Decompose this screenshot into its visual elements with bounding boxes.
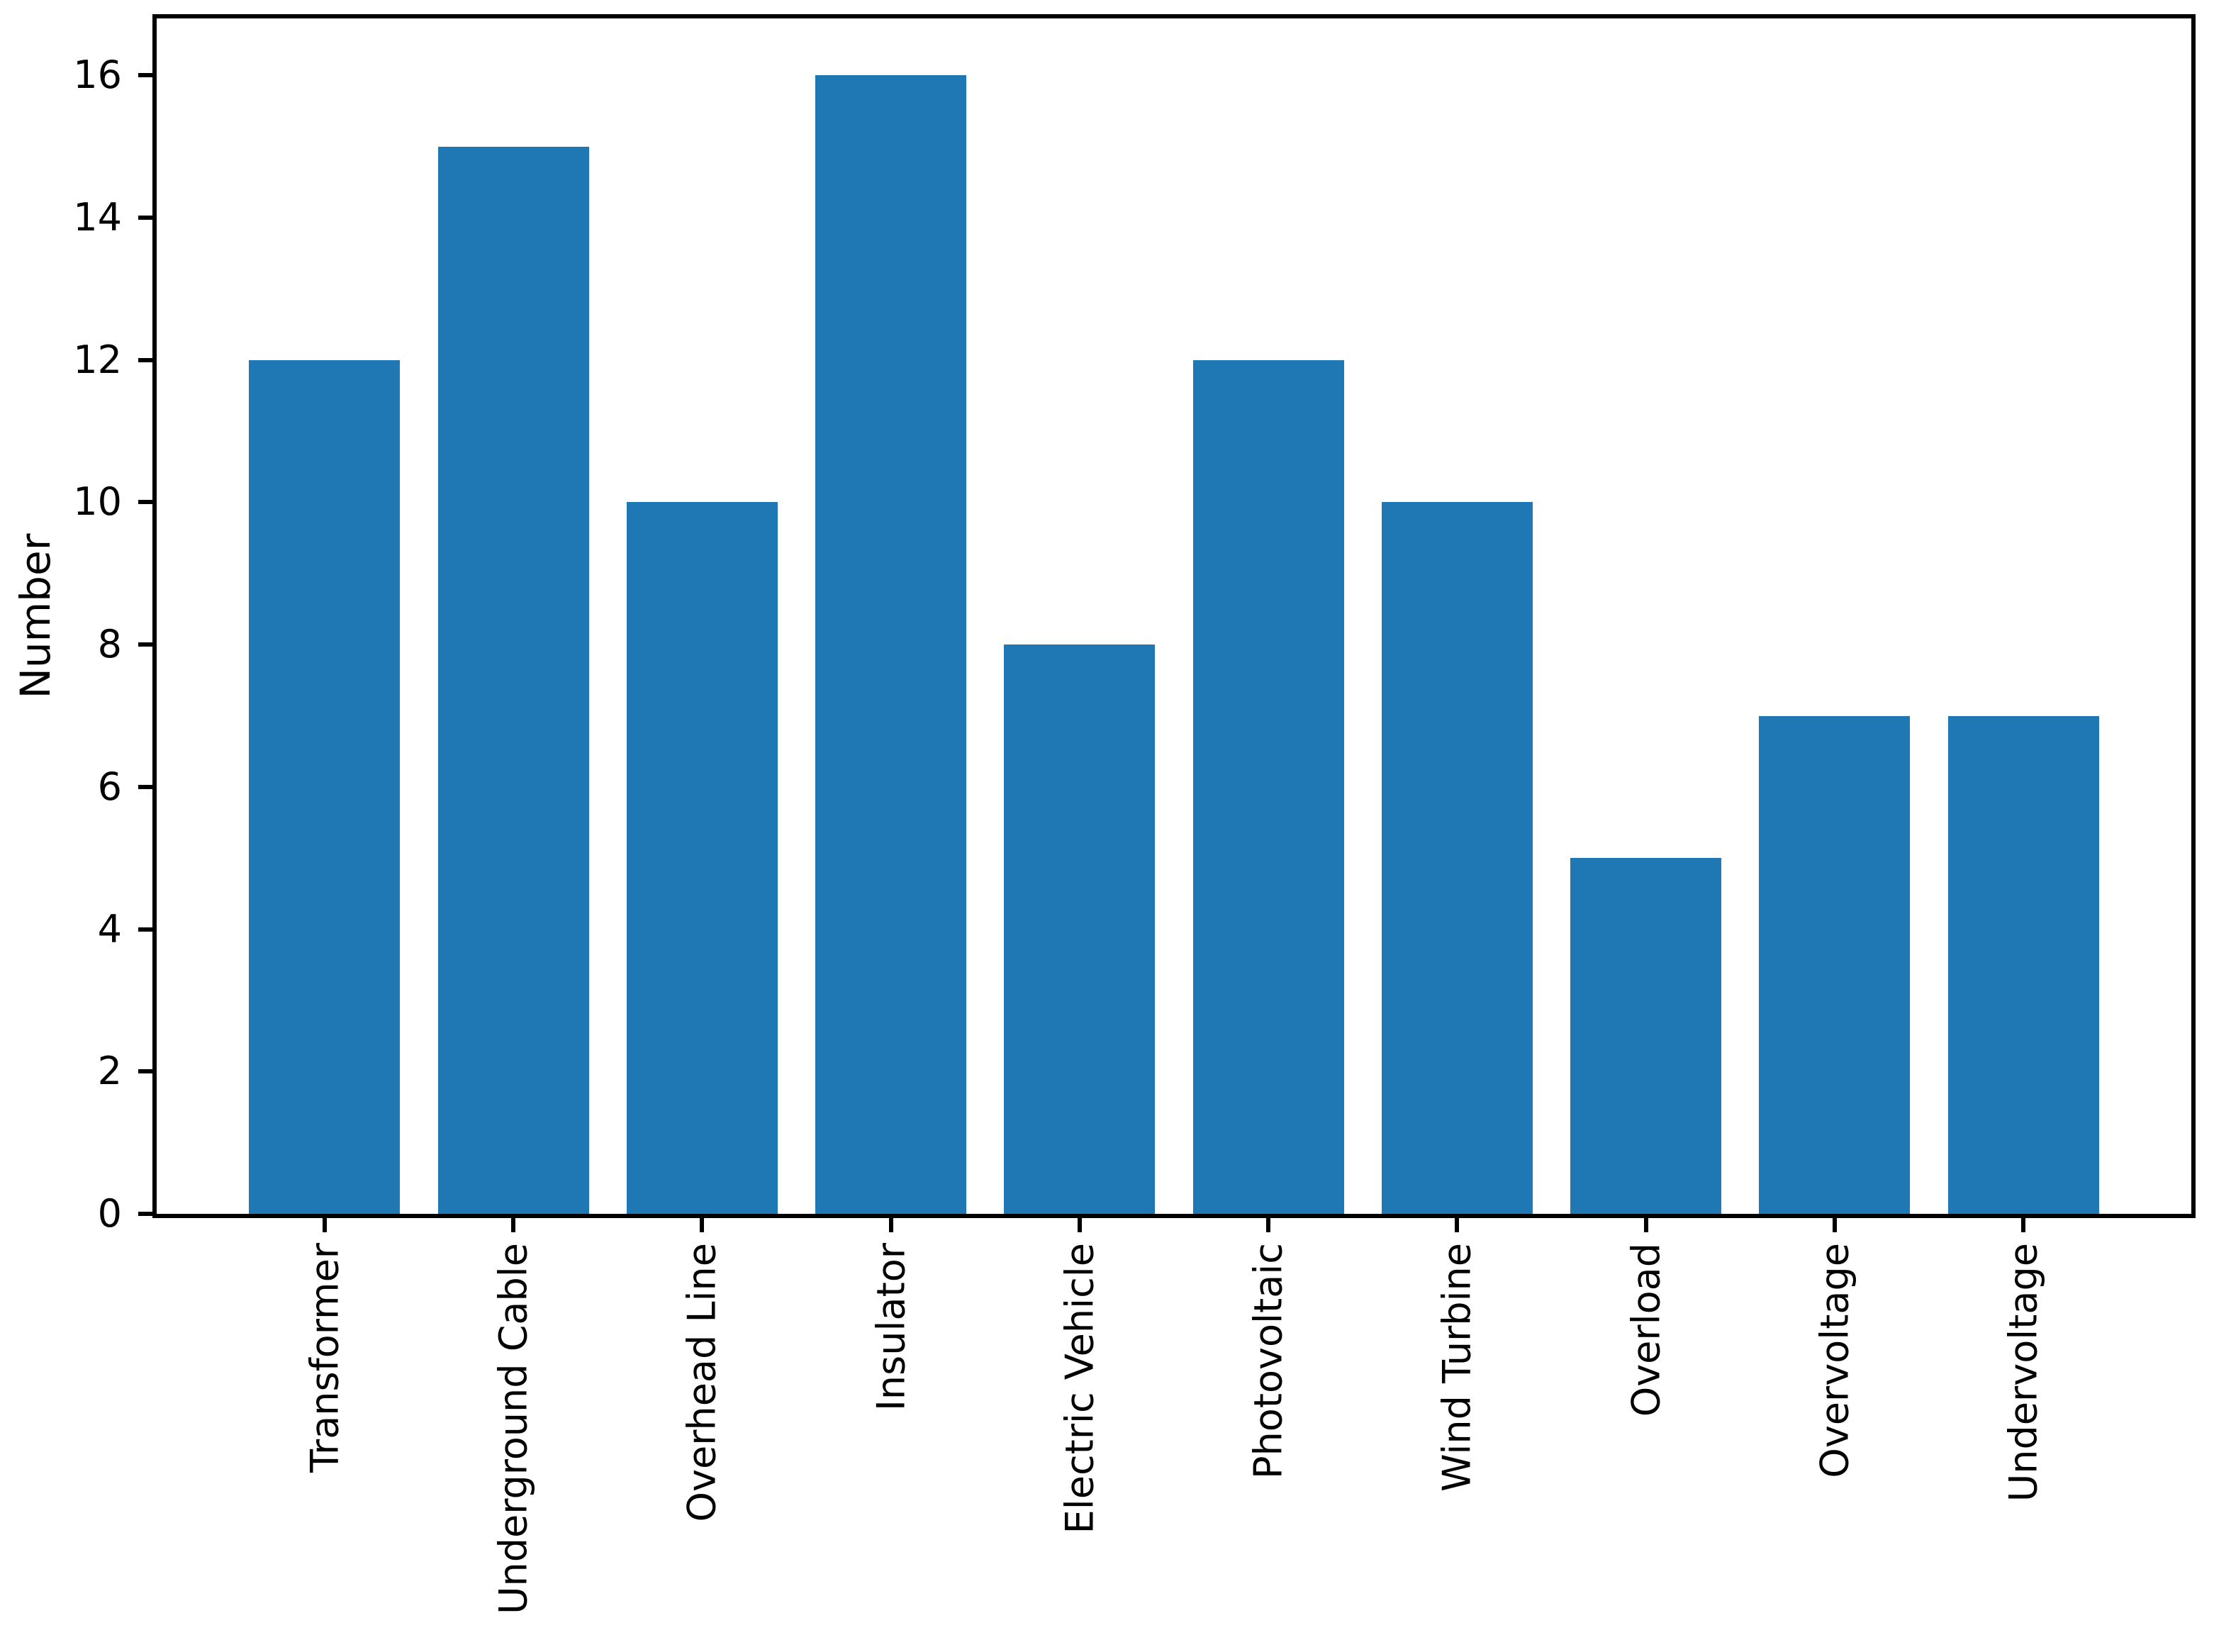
- x-tick-label-electric-vehicle: Electric Vehicle: [1057, 1243, 1102, 1534]
- x-tick: [1832, 1218, 1837, 1232]
- y-tick: [138, 784, 152, 789]
- bar-electric-vehicle: [1004, 644, 1156, 1214]
- bar-underground-cable: [437, 146, 589, 1214]
- x-tick: [1455, 1218, 1460, 1232]
- plot-area: [152, 14, 2196, 1218]
- y-tick: [138, 1212, 152, 1216]
- y-tick: [138, 927, 152, 932]
- x-tick: [1077, 1218, 1082, 1232]
- x-tick-label-undervoltage: Undervoltage: [2001, 1243, 2046, 1502]
- x-tick: [1266, 1218, 1271, 1232]
- x-tick: [1643, 1218, 1648, 1232]
- bar-transformer: [249, 359, 401, 1214]
- y-tick: [138, 216, 152, 220]
- x-tick: [700, 1218, 705, 1232]
- y-tick: [138, 642, 152, 647]
- x-tick-label-overvoltage: Overvoltage: [1812, 1243, 1857, 1478]
- y-tick: [138, 357, 152, 362]
- x-tick: [888, 1218, 893, 1232]
- y-tick-label: 16: [73, 52, 122, 98]
- bar-overload: [1570, 858, 1722, 1214]
- y-tick-label: 10: [73, 479, 122, 525]
- y-tick-label: 0: [97, 1191, 122, 1236]
- x-tick-label-overhead-line: Overhead Line: [679, 1243, 725, 1522]
- x-tick-label-insulator: Insulator: [868, 1243, 914, 1412]
- y-tick-label: 6: [97, 764, 122, 809]
- y-tick: [138, 1069, 152, 1074]
- bar-wind-turbine: [1381, 502, 1533, 1214]
- bar-insulator: [815, 75, 967, 1214]
- x-tick-label-underground-cable: Underground Cable: [491, 1243, 536, 1615]
- x-tick: [511, 1218, 516, 1232]
- y-tick-label: 4: [97, 906, 122, 951]
- bar-overvoltage: [1759, 715, 1911, 1214]
- y-tick-label: 12: [73, 337, 122, 382]
- x-tick: [2021, 1218, 2026, 1232]
- y-tick: [138, 500, 152, 505]
- bar-overhead-line: [626, 502, 778, 1214]
- bar-photovoltaic: [1192, 359, 1344, 1214]
- x-tick: [322, 1218, 327, 1232]
- bar-undervoltage: [1947, 715, 2099, 1214]
- y-tick-label: 2: [97, 1049, 122, 1094]
- x-tick-label-photovoltaic: Photovoltaic: [1246, 1243, 1291, 1479]
- y-tick-label: 8: [97, 622, 122, 667]
- x-tick-label-wind-turbine: Wind Turbine: [1434, 1243, 1480, 1492]
- x-tick-label-overload: Overload: [1623, 1243, 1669, 1417]
- x-tick-label-transformer: Transformer: [302, 1243, 347, 1473]
- y-tick: [138, 73, 152, 78]
- y-tick-label: 14: [73, 195, 122, 240]
